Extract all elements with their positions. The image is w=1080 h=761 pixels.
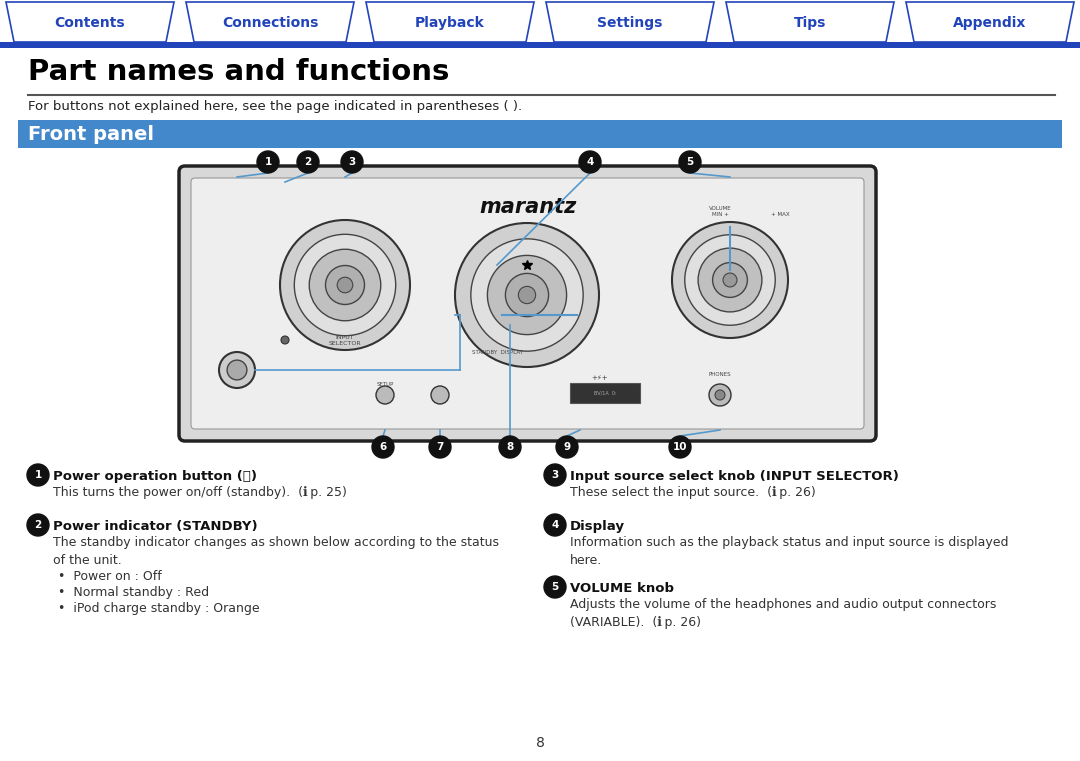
Text: 4: 4 <box>551 520 558 530</box>
Circle shape <box>294 234 395 336</box>
Circle shape <box>227 360 247 380</box>
Text: Power operation button (⏻): Power operation button (⏻) <box>53 470 257 483</box>
Circle shape <box>579 151 600 173</box>
Text: PHONES: PHONES <box>708 372 731 377</box>
Circle shape <box>471 239 583 351</box>
Text: 9: 9 <box>564 442 570 452</box>
Text: 5: 5 <box>687 157 693 167</box>
Bar <box>18 120 1062 148</box>
Text: 1: 1 <box>265 157 272 167</box>
Text: Appendix: Appendix <box>954 16 1027 30</box>
Text: 4: 4 <box>586 157 594 167</box>
Text: These select the input source.  (ℹ p. 26): These select the input source. (ℹ p. 26) <box>570 486 815 499</box>
Text: Settings: Settings <box>597 16 663 30</box>
Circle shape <box>337 277 353 293</box>
FancyBboxPatch shape <box>179 166 876 441</box>
Circle shape <box>698 248 761 312</box>
Text: SETUP: SETUP <box>376 383 394 387</box>
Circle shape <box>518 286 536 304</box>
Text: Playback: Playback <box>415 16 485 30</box>
Text: Input source select knob (INPUT SELECTOR): Input source select knob (INPUT SELECTOR… <box>570 470 899 483</box>
Text: This turns the power on/off (standby).  (ℹ p. 25): This turns the power on/off (standby). (… <box>53 486 347 499</box>
Text: Power indicator (STANDBY): Power indicator (STANDBY) <box>53 520 258 533</box>
Bar <box>570 383 640 403</box>
Text: •  iPod charge standby : Orange: • iPod charge standby : Orange <box>58 602 259 615</box>
Circle shape <box>455 223 599 367</box>
Circle shape <box>487 256 567 335</box>
Circle shape <box>556 436 578 458</box>
Text: VOLUME knob: VOLUME knob <box>570 582 674 595</box>
Circle shape <box>505 273 549 317</box>
Circle shape <box>297 151 319 173</box>
Circle shape <box>708 384 731 406</box>
Text: Information such as the playback status and input source is displayed
here.: Information such as the playback status … <box>570 536 1009 567</box>
Text: For buttons not explained here, see the page indicated in parentheses ( ).: For buttons not explained here, see the … <box>28 100 522 113</box>
Text: 3: 3 <box>349 157 355 167</box>
Circle shape <box>376 386 394 404</box>
Text: STANDBY  DISPLAY: STANDBY DISPLAY <box>472 350 523 355</box>
Circle shape <box>672 222 788 338</box>
Circle shape <box>257 151 279 173</box>
Bar <box>0 42 1080 48</box>
Circle shape <box>544 576 566 598</box>
Text: 5: 5 <box>552 582 558 592</box>
Circle shape <box>27 514 49 536</box>
Circle shape <box>679 151 701 173</box>
Text: Adjusts the volume of the headphones and audio output connectors
(VARIABLE).  (ℹ: Adjusts the volume of the headphones and… <box>570 598 997 629</box>
Circle shape <box>715 390 725 400</box>
Circle shape <box>713 263 747 298</box>
Text: 2: 2 <box>305 157 312 167</box>
Polygon shape <box>906 2 1074 42</box>
Text: VOLUME
MIN +: VOLUME MIN + <box>708 206 731 217</box>
Text: 10: 10 <box>673 442 687 452</box>
Circle shape <box>723 273 737 287</box>
Text: •  Normal standby : Red: • Normal standby : Red <box>58 586 210 599</box>
Polygon shape <box>546 2 714 42</box>
Text: 8: 8 <box>536 736 544 750</box>
Circle shape <box>372 436 394 458</box>
Text: Part names and functions: Part names and functions <box>28 58 449 86</box>
Circle shape <box>429 436 451 458</box>
Text: Display: Display <box>570 520 625 533</box>
Circle shape <box>280 220 410 350</box>
Text: 6: 6 <box>379 442 387 452</box>
Circle shape <box>341 151 363 173</box>
Text: Tips: Tips <box>794 16 826 30</box>
Circle shape <box>544 464 566 486</box>
FancyBboxPatch shape <box>191 178 864 429</box>
Circle shape <box>431 386 449 404</box>
Circle shape <box>309 250 381 320</box>
Text: + MAX: + MAX <box>771 212 789 217</box>
Text: 2: 2 <box>35 520 42 530</box>
Text: Contents: Contents <box>55 16 125 30</box>
Text: 3: 3 <box>552 470 558 480</box>
Polygon shape <box>186 2 354 42</box>
Text: •  Power on : Off: • Power on : Off <box>58 570 162 583</box>
Text: 1: 1 <box>35 470 42 480</box>
Polygon shape <box>366 2 534 42</box>
Text: +⚡+: +⚡+ <box>592 375 608 381</box>
Circle shape <box>544 514 566 536</box>
Text: Connections: Connections <box>221 16 319 30</box>
Text: 8: 8 <box>507 442 514 452</box>
Text: 7: 7 <box>436 442 444 452</box>
Circle shape <box>499 436 521 458</box>
Text: marantz: marantz <box>478 197 576 217</box>
Text: Front panel: Front panel <box>28 126 154 145</box>
Text: The standby indicator changes as shown below according to the status
of the unit: The standby indicator changes as shown b… <box>53 536 499 567</box>
Circle shape <box>281 336 289 344</box>
Circle shape <box>219 352 255 388</box>
Circle shape <box>325 266 365 304</box>
Circle shape <box>669 436 691 458</box>
Circle shape <box>685 234 775 325</box>
Text: INPUT
SELECTOR: INPUT SELECTOR <box>328 335 362 346</box>
Polygon shape <box>6 2 174 42</box>
Text: BV/1A  0:: BV/1A 0: <box>594 390 617 396</box>
Polygon shape <box>726 2 894 42</box>
Circle shape <box>27 464 49 486</box>
